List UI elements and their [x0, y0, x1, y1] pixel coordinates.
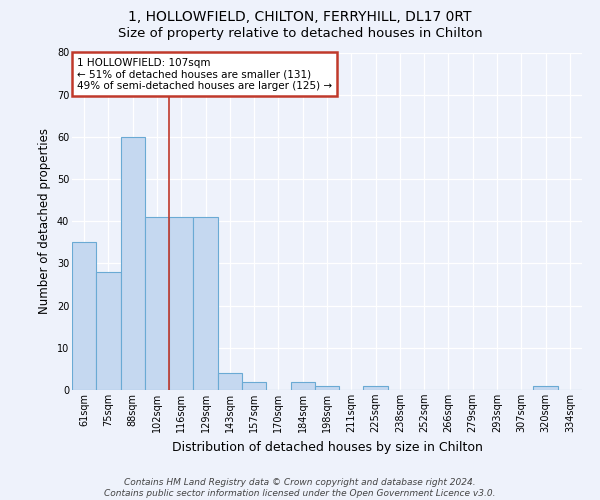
Text: Size of property relative to detached houses in Chilton: Size of property relative to detached ho… — [118, 28, 482, 40]
Bar — [96, 272, 121, 390]
Bar — [364, 386, 388, 390]
Bar — [315, 386, 339, 390]
Bar — [533, 386, 558, 390]
Text: Contains HM Land Registry data © Crown copyright and database right 2024.
Contai: Contains HM Land Registry data © Crown c… — [104, 478, 496, 498]
Bar — [242, 382, 266, 390]
Bar — [121, 137, 145, 390]
Bar — [169, 217, 193, 390]
Text: 1, HOLLOWFIELD, CHILTON, FERRYHILL, DL17 0RT: 1, HOLLOWFIELD, CHILTON, FERRYHILL, DL17… — [128, 10, 472, 24]
Bar — [218, 373, 242, 390]
Bar — [290, 382, 315, 390]
Bar — [193, 217, 218, 390]
X-axis label: Distribution of detached houses by size in Chilton: Distribution of detached houses by size … — [172, 440, 482, 454]
Text: 1 HOLLOWFIELD: 107sqm
← 51% of detached houses are smaller (131)
49% of semi-det: 1 HOLLOWFIELD: 107sqm ← 51% of detached … — [77, 58, 332, 91]
Y-axis label: Number of detached properties: Number of detached properties — [38, 128, 51, 314]
Bar — [72, 242, 96, 390]
Bar — [145, 217, 169, 390]
